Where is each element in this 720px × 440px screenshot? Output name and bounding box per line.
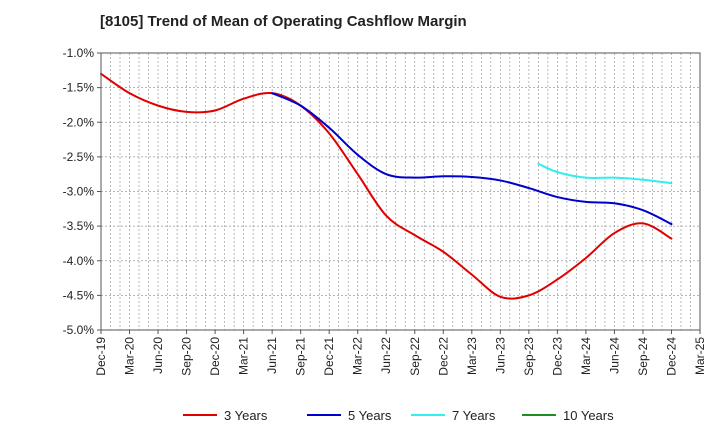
x-tick-label: Sep-23 (522, 337, 536, 376)
plot-grid (101, 53, 700, 330)
y-tick-label: -1.5% (63, 81, 95, 95)
x-tick-label: Dec-19 (94, 337, 108, 376)
x-tick-label: Dec-23 (550, 337, 564, 376)
x-tick-label: Mar-24 (579, 337, 593, 375)
x-tick-label: Jun-21 (265, 337, 279, 374)
chart-title: [8105] Trend of Mean of Operating Cashfl… (100, 13, 467, 30)
series-line-7-years (537, 162, 673, 185)
x-tick-label: Mar-21 (237, 337, 251, 375)
legend-label-10-years: 10 Years (563, 408, 614, 423)
y-tick-label: -1.0% (63, 46, 95, 60)
x-tick-label: Sep-24 (636, 337, 650, 376)
y-tick-label: -2.5% (63, 150, 95, 164)
legend-label-5-years: 5 Years (348, 408, 392, 423)
x-tick-label: Dec-24 (664, 337, 678, 376)
x-tick-label: Jun-22 (379, 337, 393, 374)
y-tick-label: -5.0% (63, 323, 95, 337)
x-tick-label: Jun-23 (493, 337, 507, 374)
x-tick-label: Jun-20 (151, 337, 165, 374)
x-tick-label: Dec-21 (322, 337, 336, 376)
series-line-3-years (100, 72, 673, 300)
x-tick-label: Mar-25 (693, 337, 707, 375)
x-tick-label: Sep-21 (294, 337, 308, 376)
y-tick-label: -2.0% (63, 115, 95, 129)
y-axis: -1.0% -1.5% -2.0% -2.5% -3.0% -3.5% -4.0% -4.5%… (63, 46, 101, 337)
y-tick-label: -3.0% (63, 185, 95, 199)
legend-label-7-years: 7 Years (452, 408, 496, 423)
y-tick-label: -3.5% (63, 219, 95, 233)
x-tick-label: Mar-20 (123, 337, 137, 375)
x-tick-label: Mar-23 (465, 337, 479, 375)
y-tick-label: -4.0% (63, 254, 95, 268)
x-tick-label: Dec-22 (436, 337, 450, 376)
y-tick-label: -4.5% (63, 288, 95, 302)
series-lines (100, 72, 673, 300)
x-tick-label: Mar-22 (351, 337, 365, 375)
legend: 3 Years 5 Years 7 Years 10 Years (183, 408, 614, 423)
x-tick-label: Jun-24 (607, 337, 621, 374)
x-tick-label: Sep-20 (180, 337, 194, 376)
x-tick-label: Dec-20 (208, 337, 222, 376)
legend-label-3-years: 3 Years (224, 408, 268, 423)
x-axis: Dec-19 Mar-20 Jun-20 Sep-20 Dec-20 Mar-21 Jun-… (94, 330, 707, 376)
x-tick-label: Sep-22 (408, 337, 422, 376)
series-line-5-years (271, 92, 673, 226)
